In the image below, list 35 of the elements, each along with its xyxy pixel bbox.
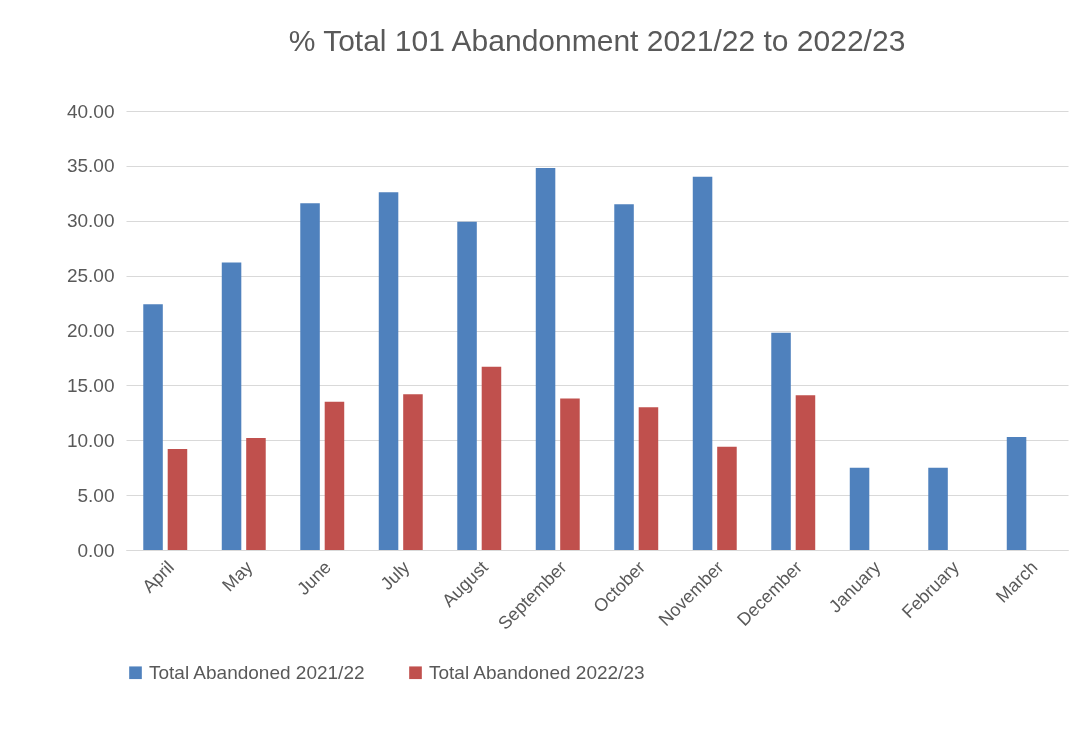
bar — [771, 332, 791, 550]
y-tick-label: 25.00 — [66, 265, 115, 287]
y-tick-label: 30.00 — [66, 210, 115, 232]
y-tick-label: 15.00 — [66, 374, 115, 396]
bar — [928, 467, 948, 550]
bar — [378, 192, 399, 550]
bar — [221, 262, 242, 550]
bar — [535, 168, 556, 550]
bar — [849, 467, 870, 550]
x-tick-label: July — [376, 557, 414, 594]
bar — [324, 401, 345, 550]
y-tick-label: 10.00 — [66, 429, 115, 451]
y-tick-label: 35.00 — [66, 155, 115, 177]
bar — [638, 407, 659, 550]
bar — [403, 394, 423, 550]
bar — [300, 203, 320, 550]
y-tick-label: 5.00 — [77, 484, 115, 506]
bar — [717, 446, 737, 550]
y-tick-label: 20.00 — [66, 320, 115, 341]
bar — [246, 438, 266, 550]
y-tick-label: 40.00 — [66, 100, 115, 122]
bar — [481, 366, 502, 550]
legend-label: Total Abandoned 2022/23 — [429, 661, 645, 683]
y-tick-label: 0.00 — [77, 539, 115, 561]
bar — [692, 176, 713, 550]
bar — [560, 398, 580, 550]
bar — [457, 221, 477, 550]
chart-title: % Total 101 Abandonment 2021/22 to 2022/23 — [288, 24, 906, 57]
bar — [795, 395, 816, 550]
bar — [614, 204, 634, 550]
bar — [1006, 436, 1027, 550]
legend-label: Total Abandoned 2021/22 — [149, 661, 365, 683]
x-tick-label: May — [218, 557, 257, 596]
bar — [167, 449, 188, 550]
bar — [143, 304, 163, 550]
